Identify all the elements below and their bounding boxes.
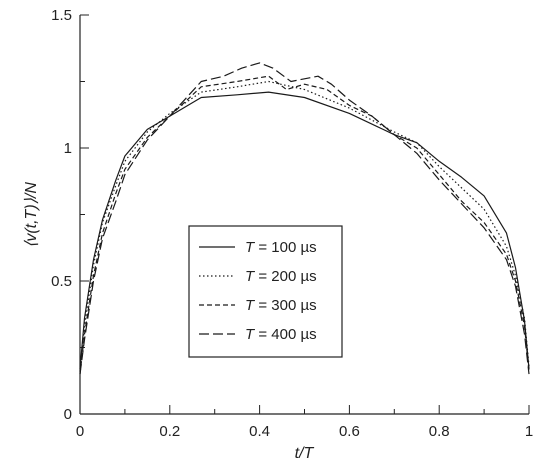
legend-var: T — [245, 239, 256, 256]
y-tick-label: 1.5 — [51, 7, 72, 24]
legend-label-1: T = 100 µs — [245, 239, 317, 256]
y-tick-label: 0.5 — [51, 273, 72, 290]
legend-value: = 200 µs — [254, 268, 316, 285]
legend-label-4: T = 400 µs — [245, 326, 317, 343]
legend-box — [188, 225, 343, 358]
series-line-3 — [79, 75, 530, 375]
legend-var: T — [245, 326, 256, 343]
legend: T = 100 µsT = 200 µsT = 300 µsT = 400 µs — [188, 225, 343, 358]
legend-value: = 100 µs — [254, 239, 316, 256]
legend-value: = 300 µs — [254, 297, 316, 314]
y-tick-label: 1 — [64, 140, 72, 157]
legend-label-3: T = 300 µs — [245, 297, 317, 314]
y-axis-label: ⟨v(t,T)⟩/N — [23, 182, 40, 248]
x-tick-label: 0.4 — [249, 423, 270, 440]
legend-value: = 400 µs — [254, 326, 316, 343]
x-tick-label: 0 — [76, 423, 84, 440]
axes: 0 0.5 1 1.5 0 0.2 0.4 0.6 0.8 1 — [51, 7, 533, 440]
legend-label-2: T = 200 µs — [245, 268, 317, 285]
series-line-4 — [79, 62, 530, 375]
series-line-1 — [79, 91, 530, 369]
x-tick-label: 0.2 — [159, 423, 180, 440]
x-tick-label: 0.6 — [339, 423, 360, 440]
legend-var: T — [245, 297, 256, 314]
x-tick-label: 1 — [525, 423, 533, 440]
x-axis-label: t/T — [295, 445, 315, 462]
series-lines — [79, 62, 530, 375]
legend-var: T — [245, 268, 256, 285]
y-tick-label: 0 — [64, 406, 72, 423]
x-tick-label: 0.8 — [429, 423, 450, 440]
